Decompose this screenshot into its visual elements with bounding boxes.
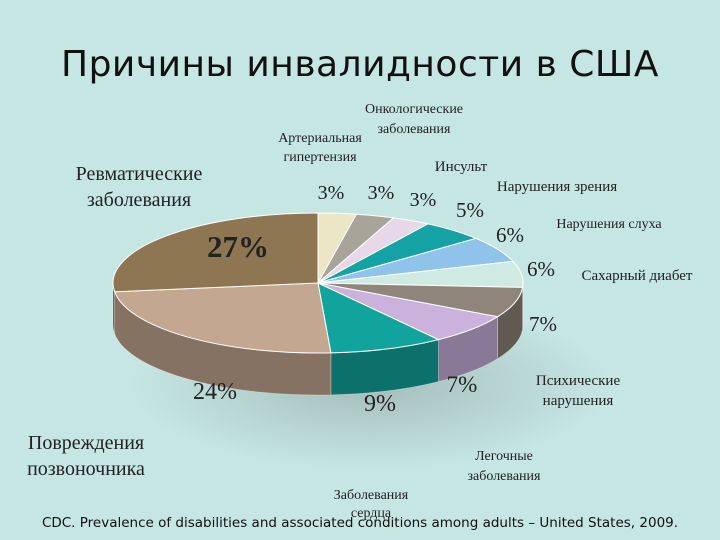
pie-category-label-line: Психические xyxy=(536,373,621,389)
pie-category-label-line: позвоночника xyxy=(27,458,145,480)
source-note: CDC. Prevalence of disabilities and asso… xyxy=(41,515,679,531)
pie-category-label-line: Заболевания xyxy=(334,488,409,503)
pie-category-label-9: Повреждения позвоночника xyxy=(27,432,145,480)
pie-value-label-1: 3% xyxy=(368,182,395,204)
pie-category-label-line: заболевания xyxy=(87,189,191,211)
pie-category-label-line: Сахарный диабет xyxy=(582,268,693,284)
pie-slice-9 xyxy=(113,282,332,354)
pie-category-label-line: Инсульт xyxy=(435,159,488,175)
pie-value-label-6: 7% xyxy=(529,312,557,336)
pie-value-label-10: 27% xyxy=(207,229,269,264)
pie-value-label-3: 5% xyxy=(456,198,484,222)
pie-value-label-4: 6% xyxy=(496,223,524,247)
pie-category-label-2: Инсульт xyxy=(435,159,488,175)
pie-category-label-line: Легочные xyxy=(475,449,533,464)
pie-value-label-2: 3% xyxy=(410,189,437,211)
pie-category-label-line: Повреждения xyxy=(28,432,144,454)
pie-category-label-line: нарушения xyxy=(543,393,614,409)
pie-category-label-3: Нарушения зрения xyxy=(497,179,617,195)
pie-category-label-7: Легочные заболевания xyxy=(468,449,542,484)
pie-category-label-line: Артериальная xyxy=(278,131,362,146)
pie-category-label-line: заболевания xyxy=(468,469,542,484)
pie-category-label-6: Психические нарушения xyxy=(536,373,621,409)
pie-category-label-line: Онкологические xyxy=(365,102,463,117)
pie-slice-10 xyxy=(112,212,319,293)
pie-category-label-5: Сахарный диабет xyxy=(582,268,693,284)
pie-slice-8 xyxy=(317,282,440,354)
pie-category-label-1: Онкологические заболевания xyxy=(365,102,463,137)
pie-category-label-line: Нарушения зрения xyxy=(497,179,617,195)
pie-value-label-0: 3% xyxy=(318,182,345,204)
pie-value-label-8: 9% xyxy=(364,391,396,417)
pie-value-label-9: 24% xyxy=(193,379,237,405)
pie-category-label-line: Нарушения слуха xyxy=(556,217,662,232)
pie-category-label-4: Нарушения слуха xyxy=(556,217,662,232)
pie-labels: 3% Артериальная гипертензия 3% Онкологически… xyxy=(27,102,693,521)
pie-value-label-7: 7% xyxy=(447,372,478,397)
pie-category-label-0: Артериальная гипертензия xyxy=(278,131,362,165)
pie-tops xyxy=(112,212,524,354)
pie-value-label-5: 6% xyxy=(527,257,555,281)
pie-category-label-8: Заболевания сердца xyxy=(334,488,409,521)
pie-category-label-line: гипертензия xyxy=(283,150,357,165)
pie-category-label-line: Ревматические xyxy=(76,163,203,185)
pie-category-label-line: заболевания xyxy=(378,122,452,137)
slide-title: Причины инвалидности в США xyxy=(61,44,659,85)
pie-category-label-10: Ревматические заболевания xyxy=(76,163,203,211)
pie-category-label-line: сердца xyxy=(351,506,392,521)
